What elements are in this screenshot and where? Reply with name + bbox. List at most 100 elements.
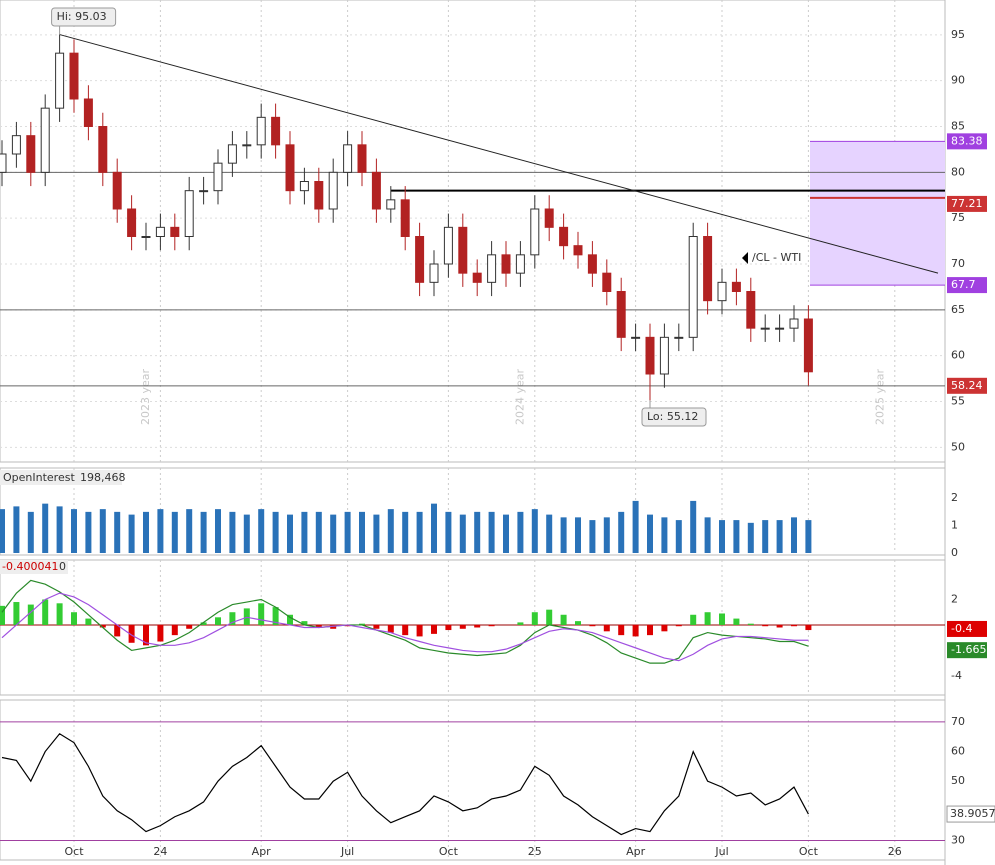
candle-body [170,226,180,237]
macd-bar [186,624,193,629]
candle-body [55,52,65,109]
price-tag [947,133,987,150]
macd-bar [272,607,279,625]
oi-bar [575,517,581,553]
oi-bar [647,514,653,553]
oi-bar [85,511,92,553]
candle-body [703,236,713,302]
oi-bar [719,520,725,553]
oi-bar [157,509,164,553]
y-tick-label: 85 [951,120,965,133]
macd-header-bg [0,560,68,574]
candle-body [11,135,21,155]
oi-bar [272,511,279,553]
candle-body [227,144,237,164]
oi-bar [589,520,596,553]
macd-header-2: 0 [59,560,66,573]
oi-bar [128,514,135,553]
macd-bar [287,614,293,625]
candle-body [458,226,468,274]
oi-bar [488,511,495,553]
rsi-tag [946,805,995,823]
price-tag-label: 83.38 [951,134,983,147]
oi-bar [531,509,538,553]
candle-body [400,199,410,237]
oi-bar [143,511,149,553]
oi-name: OpenInterest [3,471,75,484]
macd-bar [791,624,797,627]
y-tick-label: 90 [951,74,965,87]
oi-bar [675,520,682,553]
x-tick-label: Apr [626,845,646,858]
oi-bar [13,506,20,553]
x-tick-label: 25 [528,845,542,858]
oi-bar [114,511,121,553]
macd-bar [416,624,423,637]
candle-body [112,171,122,210]
oi-bar [387,509,394,553]
y-tick-label: 70 [951,257,965,270]
oi-bar [618,511,625,553]
macd-bar [517,622,524,625]
oi-bar [359,511,365,553]
macd-bar [359,623,365,625]
value-area [810,141,945,286]
x-tick-label: 26 [888,845,902,858]
candle-body [328,171,338,210]
candle-body [443,226,453,265]
candle-body [271,116,281,146]
oi-bar [517,511,524,553]
macd-bar [690,614,697,625]
macd-bar [258,603,265,625]
macd-bar [560,614,567,625]
macd-tick-label: -4 [951,669,962,682]
candle-body [674,336,684,339]
oi-bar [690,500,697,553]
y-tick-label: 50 [951,440,965,453]
oi-tick-label: 2 [951,491,958,504]
candle-body [371,171,381,210]
rsi-line [1,732,809,836]
rsi-tick-label: 30 [951,833,965,846]
candle-body [544,208,554,228]
title-marker [742,252,748,264]
macd-bar [373,624,380,629]
candle-body [803,318,813,373]
oi-bar [805,520,812,553]
macd-header: -0.400041 [2,560,58,573]
candle-body [616,291,626,338]
oi-bar [0,509,5,553]
y-tick-label: 95 [951,28,965,41]
candle-body [731,281,741,293]
oi-bar [287,514,293,553]
oi-bar [661,517,668,553]
candle-body [559,226,569,247]
rsi-tick-label: 70 [951,715,965,728]
macd-bar [762,624,769,627]
candle-body [40,107,50,173]
oi-bar [42,503,49,553]
annotation-box [51,7,117,27]
price-tag [947,277,987,294]
oi-bar [344,511,351,553]
macd-bar [42,599,49,625]
oi-bar [171,511,178,553]
y-tick-label: 65 [951,303,965,316]
price-tag-label: 58.24 [951,379,983,392]
candle-body [155,226,165,237]
oi-bar [704,517,711,553]
candle-body [472,272,482,283]
macd-bar [13,602,20,625]
oi-bar [416,511,423,553]
candle-body [659,336,669,375]
macd-bar [171,624,178,636]
y-tick-label: 55 [951,395,965,408]
macd-bar [71,612,77,625]
macd-bar [546,609,553,625]
macd-bar [618,624,625,636]
trendline [59,34,939,274]
macd-bar [56,603,63,625]
oi-bar [215,509,221,553]
price-tag [947,642,987,659]
macd-bar [243,608,250,625]
